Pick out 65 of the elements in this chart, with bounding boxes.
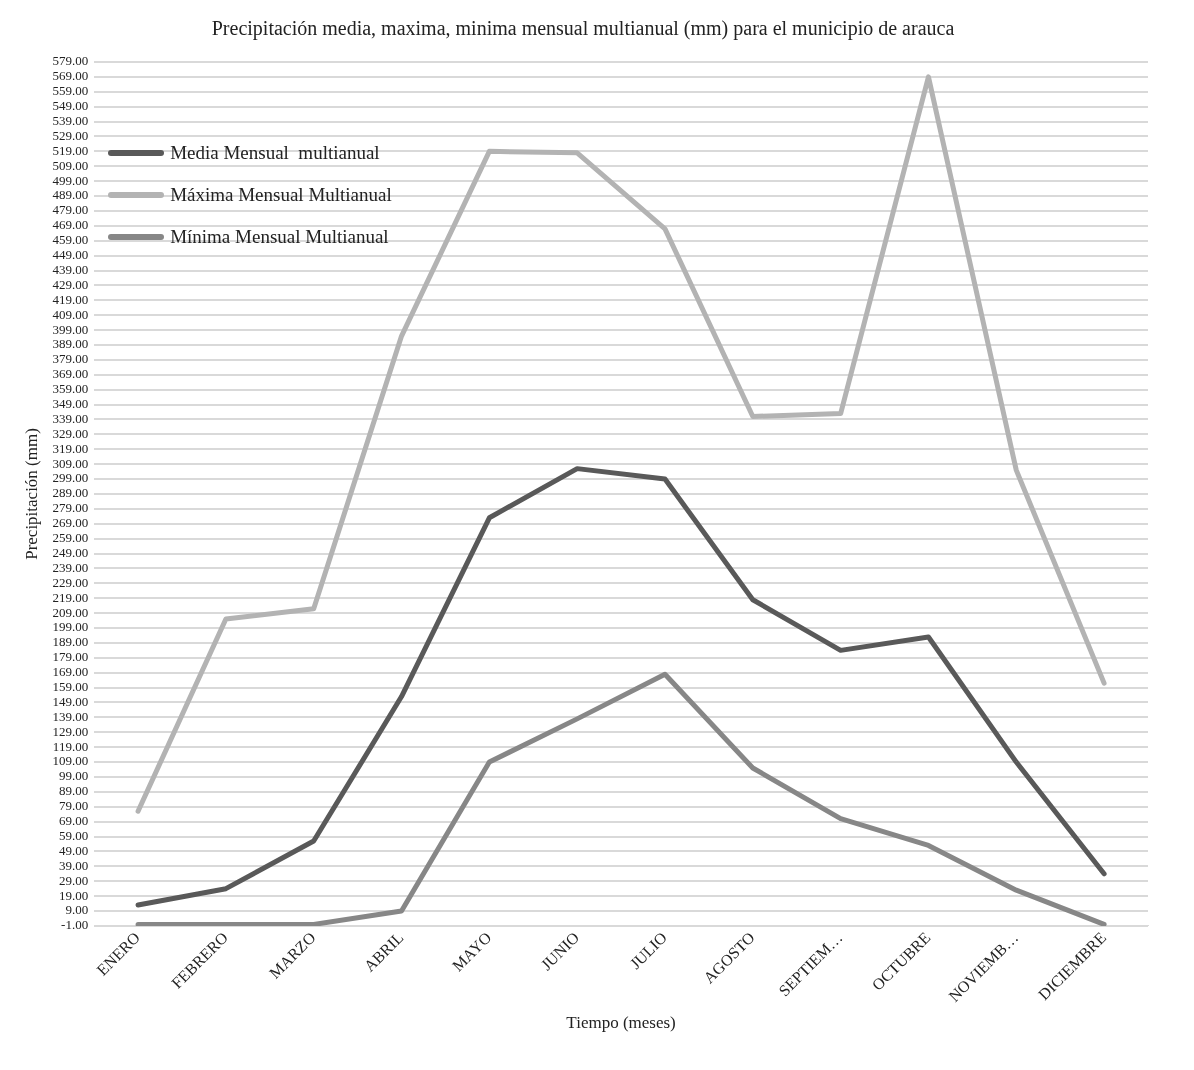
y-tick-label: 39.00 xyxy=(58,857,89,873)
x-axis-title: Tiempo (meses) xyxy=(566,1013,676,1033)
y-tick-label: 159.00 xyxy=(52,679,89,695)
y-tick-label: 199.00 xyxy=(52,619,89,635)
y-tick-label: 59.00 xyxy=(58,827,89,843)
y-tick-label: 179.00 xyxy=(52,649,89,665)
y-tick-label: 209.00 xyxy=(52,604,89,620)
legend-label: Máxima Mensual Multianual xyxy=(170,184,392,206)
y-axis-title: Precipitación (mm) xyxy=(21,428,41,560)
y-tick-label: 259.00 xyxy=(52,530,89,546)
y-tick-label: 479.00 xyxy=(52,202,89,218)
y-tick-label: 499.00 xyxy=(52,172,89,188)
y-tick-label: 519.00 xyxy=(52,142,89,158)
y-tick-label: 569.00 xyxy=(52,68,89,84)
y-tick-label: 9.00 xyxy=(65,902,89,918)
legend-label: Mínima Mensual Multianual xyxy=(170,226,389,248)
y-tick-label: 109.00 xyxy=(52,753,89,769)
y-tick-label: 79.00 xyxy=(58,798,89,814)
y-tick-label: 119.00 xyxy=(52,738,89,754)
y-tick-label: 219.00 xyxy=(52,589,89,605)
y-tick-label: 99.00 xyxy=(58,768,89,784)
y-tick-label: 409.00 xyxy=(52,306,89,322)
y-tick-label: 359.00 xyxy=(52,381,89,397)
y-tick-label: 489.00 xyxy=(52,187,89,203)
y-tick-label: 169.00 xyxy=(52,664,89,680)
y-tick-label: 579.00 xyxy=(52,53,89,69)
chart-title: Precipitación media, maxima, minima mensual multianual (mm) para el municipio de arauca xyxy=(211,17,955,41)
y-tick-label: 449.00 xyxy=(52,247,89,263)
y-tick-label: 129.00 xyxy=(52,723,89,739)
y-tick-label: 549.00 xyxy=(52,98,89,114)
y-tick-label: 349.00 xyxy=(52,396,89,412)
y-tick-label: 19.00 xyxy=(58,887,89,903)
y-tick-label: 29.00 xyxy=(58,872,89,888)
y-tick-label: 299.00 xyxy=(52,470,89,486)
y-tick-label: 559.00 xyxy=(52,83,89,99)
y-tick-label: 529.00 xyxy=(52,127,89,143)
y-tick-label: 269.00 xyxy=(52,515,89,531)
y-tick-label: 309.00 xyxy=(52,455,89,471)
y-tick-label: 229.00 xyxy=(52,574,89,590)
y-tick-label: 539.00 xyxy=(52,113,89,128)
y-tick-label: 469.00 xyxy=(52,217,89,233)
y-tick-label: 249.00 xyxy=(52,544,89,560)
y-tick-label: 419.00 xyxy=(52,291,89,307)
y-tick-label: 89.00 xyxy=(58,783,89,799)
y-tick-label: 149.00 xyxy=(52,693,89,709)
y-tick-label: 49.00 xyxy=(58,842,89,858)
y-tick-label: 379.00 xyxy=(52,351,89,367)
y-tick-label: 389.00 xyxy=(52,336,89,352)
y-tick-label: 429.00 xyxy=(52,276,89,292)
y-tick-label: 69.00 xyxy=(58,813,89,829)
y-tick-label: 239.00 xyxy=(52,559,89,575)
y-tick-label: 369.00 xyxy=(52,366,89,382)
y-tick-label: 139.00 xyxy=(52,708,89,724)
y-tick-label: 189.00 xyxy=(52,634,89,650)
y-tick-label: 289.00 xyxy=(52,485,89,501)
legend-label: Media Mensual multianual xyxy=(170,142,380,164)
y-tick-label: 329.00 xyxy=(52,425,89,441)
y-tick-label: 399.00 xyxy=(52,321,89,337)
y-tick-label: 439.00 xyxy=(52,261,89,277)
y-tick-label: -1.00 xyxy=(61,917,89,933)
y-tick-label: 459.00 xyxy=(52,232,89,248)
y-tick-label: 509.00 xyxy=(52,157,89,173)
y-tick-label: 339.00 xyxy=(52,410,89,426)
y-tick-label: 279.00 xyxy=(52,500,89,516)
y-tick-label: 319.00 xyxy=(52,440,89,456)
